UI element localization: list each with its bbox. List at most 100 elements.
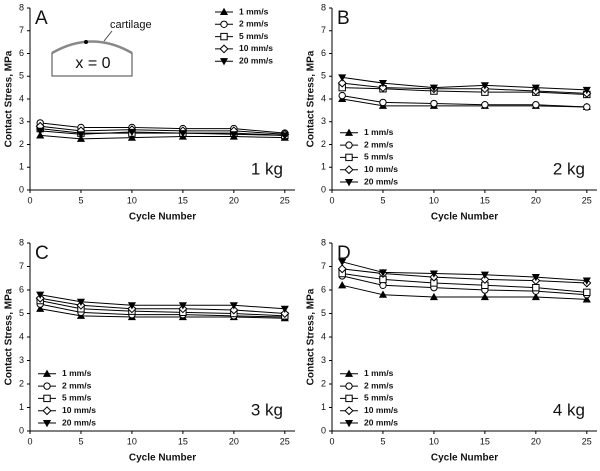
load-label: 2 kg [553,159,585,178]
y-tick-label: 4 [19,331,24,341]
contact-point [84,40,88,44]
series-line [342,273,587,293]
legend-marker [344,419,354,428]
legend-label: 1 mm/s [62,368,92,378]
marker [480,271,489,279]
x-tick-label: 5 [78,436,83,446]
cartilage-arc [51,40,133,55]
load-label: 1 kg [251,159,283,178]
marker [36,291,45,299]
y-tick-label: 7 [321,25,326,35]
marker [36,304,45,312]
legend-label: 1 mm/s [364,368,394,378]
legend-marker [219,7,229,16]
y-tick-label: 2 [321,378,326,388]
legend-label: 10 mm/s [239,43,273,53]
y-tick-label: 3 [321,355,326,365]
legend-label: 2 mm/s [364,380,394,390]
y-tick-label: 8 [321,2,326,12]
x-tick-label: 20 [531,436,541,446]
marker [582,295,591,303]
legend-marker [345,141,353,149]
y-tick-label: 5 [19,308,24,318]
y-tick-label: 2 [19,139,24,149]
marker [429,84,438,92]
y-axis-label: Contact Stress, MPa [306,50,317,147]
x-tick-label: 20 [229,195,239,205]
marker [76,134,86,142]
y-tick-label: 1 [19,402,24,412]
legend-marker [344,178,354,187]
marker [430,99,438,108]
legend-marker [344,369,354,377]
x-tick-label: 10 [127,195,137,205]
marker [582,86,591,95]
x-tick-label: 25 [280,436,290,446]
legend-marker [43,382,51,390]
marker [379,98,387,107]
legend-marker [219,44,229,54]
series-line [40,300,285,317]
legend-label: 1 mm/s [364,127,394,137]
marker [338,258,347,267]
panel: 0 1 2 3 4 5 6 7 8 0 5 10 15 20 25 Cycle Number Contact S… [4,237,295,464]
x-tick-label: 15 [178,436,188,446]
y-tick-label: 3 [19,116,24,126]
x-tick-label: 10 [429,195,439,205]
legend-label: 5 mm/s [364,152,394,162]
marker [280,132,289,140]
series-line [40,303,285,318]
y-tick-label: 8 [19,2,24,12]
panel: 0 1 2 3 4 5 6 7 8 0 5 10 15 20 25 Cycle Number Contact S… [306,2,597,223]
x-axis-label: Cycle Number [129,453,196,464]
y-tick-label: 3 [321,116,326,126]
series-line [40,125,285,135]
y-tick-label: 0 [321,184,326,194]
series-line [342,82,587,94]
x-tick-label: 15 [480,195,490,205]
series-line [40,294,285,310]
x-tick-label: 15 [178,195,188,205]
y-tick-label: 1 [321,162,326,172]
marker [480,274,490,284]
x-tick-label: 25 [280,195,290,205]
y-tick-label: 5 [321,308,326,318]
series-line [40,297,285,314]
marker [229,302,238,310]
marker [229,305,239,315]
series-line [342,275,587,296]
x-tick-label: 0 [27,436,32,446]
legend-label: 2 mm/s [62,380,92,390]
panel-label: A [35,8,48,29]
x-tick-label: 25 [582,436,592,446]
marker [36,131,45,139]
x-tick-label: 5 [78,195,83,205]
legend-label: 20 mm/s [364,176,398,186]
marker [337,264,347,274]
marker [481,100,489,109]
load-label: 4 kg [553,400,585,419]
y-tick-label: 0 [19,184,24,194]
legend-label: 2 mm/s [364,139,394,149]
x-tick-label: 10 [429,436,439,446]
legend-label: 5 mm/s [239,31,269,41]
marker [178,302,187,310]
x-tick-label: 0 [329,195,334,205]
y-tick-label: 4 [321,93,326,103]
x-tick-label: 5 [380,195,385,205]
legend-marker [42,406,52,416]
y-axis-label: Contact Stress, MPa [4,288,15,385]
y-tick-label: 8 [321,237,326,247]
legend-marker [345,153,353,162]
marker [583,288,591,297]
marker [582,277,591,285]
legend-marker [43,394,51,403]
y-tick-label: 7 [19,25,24,35]
leader [103,30,113,42]
legend-marker [220,32,228,41]
x-axis-label: Cycle Number [431,212,498,223]
y-tick-label: 0 [19,425,24,435]
x-tick-label: 0 [329,436,334,446]
x-tick-label: 20 [229,436,239,446]
y-tick-label: 6 [321,284,326,294]
